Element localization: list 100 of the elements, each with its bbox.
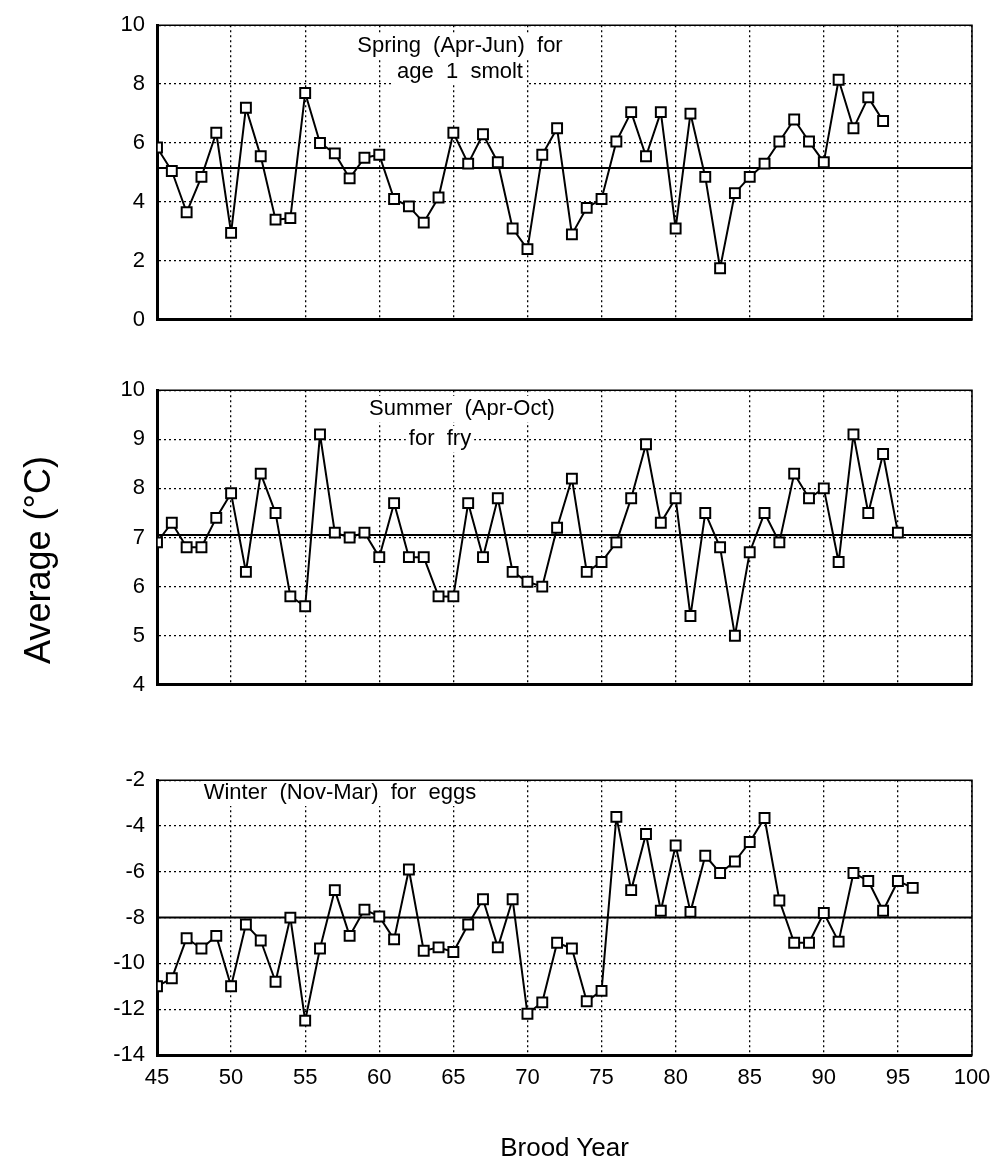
point <box>165 972 178 985</box>
point <box>521 243 534 256</box>
point <box>640 150 652 163</box>
point <box>758 812 771 824</box>
point <box>862 875 875 887</box>
point <box>506 893 519 906</box>
y-tick-label: 0 <box>132 305 145 331</box>
point <box>580 995 593 1008</box>
point <box>625 492 638 505</box>
point <box>432 941 445 954</box>
point <box>877 448 890 460</box>
point <box>743 170 756 183</box>
point <box>462 157 475 170</box>
point <box>654 516 667 529</box>
point <box>699 849 712 862</box>
point <box>877 115 890 127</box>
point <box>803 492 815 505</box>
y-tick-label: 6 <box>132 572 145 598</box>
point <box>284 911 297 924</box>
point <box>862 91 875 104</box>
annotation: for fry <box>408 425 472 451</box>
point <box>654 106 667 119</box>
point <box>625 106 638 119</box>
point <box>210 511 223 524</box>
point <box>328 526 341 539</box>
point <box>462 918 475 931</box>
point <box>773 135 786 148</box>
point <box>417 944 430 957</box>
point <box>373 148 386 161</box>
y-tick-label: 4 <box>132 670 145 696</box>
point <box>773 536 786 549</box>
point <box>551 122 564 135</box>
y-tick-label: -2 <box>125 766 145 792</box>
point <box>254 934 267 947</box>
y-tick-label: -8 <box>125 903 145 929</box>
point <box>269 975 282 988</box>
point <box>640 438 652 451</box>
x-tick-label: 100 <box>953 1064 991 1090</box>
y-tick-label: 8 <box>132 474 145 500</box>
x-tick-label: 50 <box>218 1064 244 1090</box>
y-tick-label: 10 <box>120 376 145 402</box>
point <box>462 497 475 510</box>
point <box>239 918 252 931</box>
y-tick-label: -14 <box>113 1041 145 1067</box>
point <box>388 193 401 205</box>
annotation: Summer (Apr-Oct) <box>369 395 555 421</box>
annotation: age 1 smolt <box>397 58 523 84</box>
point <box>299 1014 312 1027</box>
point <box>506 222 519 235</box>
point <box>728 629 741 642</box>
point <box>610 135 623 148</box>
y-tick-label: 5 <box>132 621 145 647</box>
x-tick-label: 75 <box>589 1064 614 1090</box>
point <box>788 113 801 126</box>
point <box>714 262 727 275</box>
point <box>699 170 712 183</box>
point <box>788 936 801 949</box>
point <box>254 467 267 480</box>
point <box>521 1007 534 1020</box>
point <box>343 929 356 942</box>
y-tick-label: 6 <box>132 129 145 155</box>
point <box>847 867 860 879</box>
point <box>714 867 727 879</box>
point <box>565 942 578 955</box>
point <box>417 551 430 564</box>
x-axis-title: Brood Year <box>500 1131 630 1162</box>
point <box>195 541 208 554</box>
y-tick-label: 2 <box>132 246 145 272</box>
point <box>536 580 549 593</box>
point <box>595 556 608 568</box>
point <box>758 507 771 519</box>
point <box>684 107 697 120</box>
point <box>743 546 756 559</box>
y-tick-label: -10 <box>113 949 145 975</box>
y-tick-label: 9 <box>132 425 145 451</box>
point <box>669 492 682 505</box>
point <box>314 137 326 149</box>
point <box>402 863 415 876</box>
point <box>891 526 904 539</box>
point <box>699 507 712 519</box>
point <box>610 810 623 823</box>
point <box>314 942 326 955</box>
point <box>432 590 445 603</box>
point <box>388 497 401 510</box>
x-tick-label: 65 <box>441 1064 466 1090</box>
point <box>358 151 371 164</box>
y-tick-label: 8 <box>132 70 145 96</box>
point <box>506 565 519 578</box>
point <box>817 907 830 919</box>
point <box>803 936 815 949</box>
point <box>877 904 890 917</box>
point <box>180 932 193 945</box>
point <box>640 828 652 840</box>
point <box>165 516 178 529</box>
x-tick-label: 70 <box>515 1064 540 1090</box>
point <box>728 855 741 868</box>
point <box>195 170 208 183</box>
point <box>491 941 504 954</box>
point <box>328 147 341 160</box>
point <box>669 839 682 852</box>
